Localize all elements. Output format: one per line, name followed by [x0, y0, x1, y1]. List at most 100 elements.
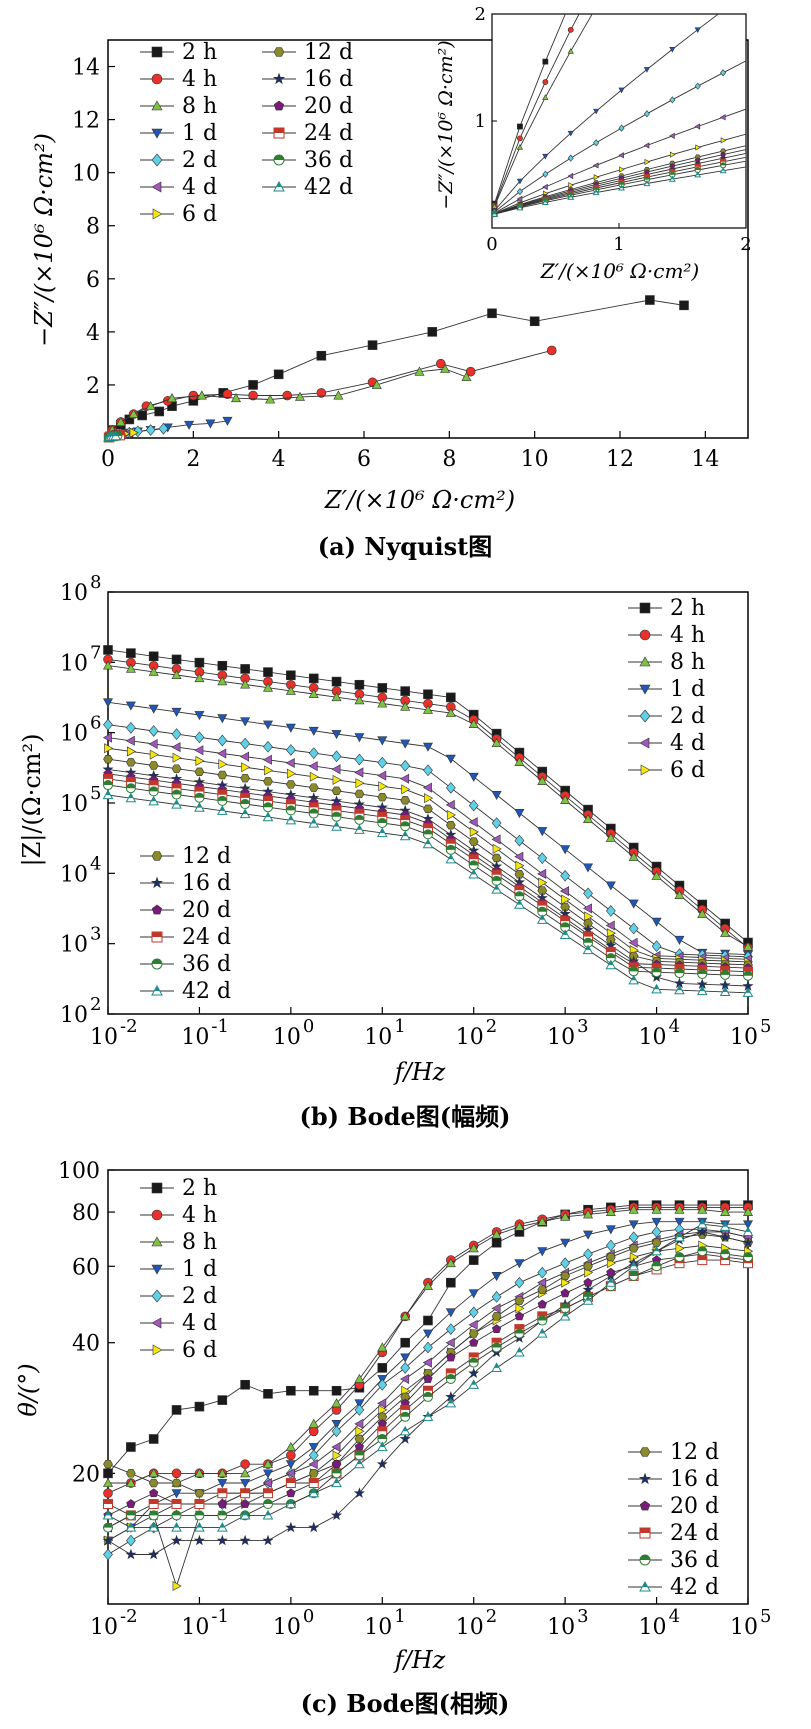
bode-phase-legend-label-8-h: 8 h — [182, 1230, 217, 1255]
bode-magnitude-point-42-d-18 — [514, 899, 525, 909]
bode-phase-point-4-d-19 — [537, 1277, 547, 1288]
bode-magnitude-point-2-h-9 — [308, 673, 319, 684]
bode-magnitude-point-36-d-26 — [697, 968, 708, 979]
bode-magnitude-point-42-d-12 — [376, 827, 388, 838]
bode-phase-point-20-d-10 — [331, 1459, 342, 1469]
nyquist-inset-point-6-d-6 — [644, 158, 651, 166]
nyquist-inset-point-6-d-9 — [720, 137, 727, 144]
bode-phase-point-42-d-6 — [239, 1509, 251, 1520]
bode-magnitude-point-6-d-9 — [309, 771, 319, 782]
nyquist-point-4-h-6 — [222, 389, 233, 400]
nyquist-inset-point-1-d-6 — [643, 67, 651, 73]
bode-magnitude-point-1-d-12 — [377, 736, 388, 746]
nyquist-inset-ytick-label-0: 1 — [475, 111, 486, 132]
bode-phase-point-4-h-3 — [171, 1468, 182, 1479]
bode-phase-ytick-label-0: 20 — [72, 1462, 100, 1487]
bode-phase-legend-marker-16-d — [638, 1472, 652, 1485]
bode-magnitude-ytick-label-0: 10 — [60, 1003, 88, 1028]
bode-phase-xtick-exponent-5: 3 — [577, 1606, 588, 1627]
bode-phase-point-2-d-0 — [103, 1548, 113, 1561]
nyquist-xtick-label-7: 14 — [691, 447, 719, 472]
nyquist-xtick-label-5: 10 — [521, 447, 549, 472]
nyquist-inset-point-2-d-1 — [516, 187, 523, 196]
nyquist-inset-point-1-d-2 — [542, 153, 549, 160]
bode-magnitude-point-4-d-14 — [422, 782, 432, 793]
bode-phase-point-24-d-6 — [240, 1488, 251, 1499]
bode-phase-point-16-d-12 — [376, 1458, 388, 1469]
bode-magnitude-point-2-d-18 — [514, 834, 525, 847]
bode-magnitude-point-2-h-3 — [171, 654, 182, 665]
bode-magnitude-point-42-d-14 — [422, 838, 434, 849]
bode-magnitude-point-4-d-8 — [285, 757, 295, 768]
nyquist-inset-point-2-h-2 — [542, 58, 549, 65]
nyquist-ytick-label-1: 4 — [86, 321, 100, 346]
bode-phase-point-2-d-1 — [126, 1534, 136, 1547]
nyquist-inset-point-8-h-3 — [567, 48, 574, 54]
bode-phase-point-36-d-16 — [468, 1357, 479, 1368]
nyquist-inset-point-6-d-10 — [746, 131, 751, 136]
bode-phase-point-42-d-18 — [514, 1346, 525, 1357]
bode-magnitude-point-6-d-5 — [218, 759, 228, 770]
bode-phase-point-42-d-23 — [628, 1260, 640, 1271]
bode-phase-point-2-d-20 — [560, 1257, 571, 1270]
bode-magnitude-point-8-h-17 — [491, 738, 502, 748]
bode-magnitude-point-36-d-14 — [422, 829, 433, 840]
bode-magnitude-point-2-d-20 — [560, 869, 571, 882]
bode-magnitude-point-12-d-7 — [263, 777, 273, 786]
bode-magnitude-point-1-d-6 — [240, 717, 251, 727]
bode-magnitude-point-8-h-9 — [308, 688, 319, 698]
bode-magnitude-point-12-d-9 — [308, 783, 319, 792]
bode-phase-xtick-exponent-3: 1 — [394, 1606, 405, 1627]
nyquist-inset-ylabel: −Z″/(×10⁶ Ω·cm²) — [435, 40, 457, 209]
bode-phase-point-42-d-24 — [651, 1245, 662, 1256]
bode-phase-point-16-d-3 — [170, 1534, 183, 1546]
bode-magnitude-point-42-d-8 — [285, 814, 297, 825]
nyquist-inset-point-6-d-7 — [669, 151, 676, 158]
bode-phase-legend-label-16-d: 16 d — [670, 1467, 719, 1492]
bode-magnitude-point-6-d-1 — [126, 746, 137, 757]
bode-magnitude-point-8-h-14 — [422, 704, 433, 714]
nyquist-inset-point-4-d-6 — [643, 142, 650, 149]
nyquist-inset-xtick-label-1: 1 — [613, 234, 624, 255]
bode-magnitude-point-8-h-18 — [514, 756, 525, 766]
bode-phase-point-2-d-14 — [423, 1341, 433, 1354]
nyquist-point-8-h-2 — [128, 409, 139, 419]
nyquist-point-2-h-9 — [273, 369, 284, 380]
nyquist-point-2-h-12 — [427, 327, 438, 337]
bode-magnitude-xtick-exponent-3: 1 — [394, 1016, 405, 1037]
nyquist-legend-marker-16-d — [272, 72, 286, 85]
bode-magnitude-point-6-d-22 — [606, 928, 616, 939]
bode-phase-point-42-d-17 — [491, 1362, 502, 1372]
bode-phase-plot-frame — [107, 1169, 749, 1605]
nyquist-point-2-h-13 — [487, 308, 497, 319]
bode-phase-point-36-d-13 — [400, 1411, 411, 1422]
nyquist-inset-point-2-d-4 — [593, 139, 600, 147]
bode-phase-point-8-h-0 — [102, 1477, 114, 1487]
bode-phase-point-4-d-12 — [377, 1398, 387, 1409]
nyquist-inset-point-2-d-6 — [643, 110, 650, 118]
bode-phase-xtick-exponent-0: -2 — [120, 1606, 138, 1627]
bode-phase-point-6-d-20 — [561, 1277, 571, 1288]
bode-magnitude-point-42-d-7 — [262, 811, 274, 822]
bode-magnitude-point-4-d-23 — [628, 937, 638, 948]
nyquist-point-6-d-5 — [129, 427, 139, 438]
bode-phase-point-24-d-5 — [217, 1488, 228, 1499]
nyquist-legend-marker-20-d — [273, 100, 285, 111]
bode-magnitude-xtick-label-7: 10 — [730, 1025, 758, 1050]
bode-magnitude-xtick-exponent-5: 3 — [577, 1016, 588, 1037]
bode-phase-ytick-label-4: 100 — [58, 1159, 100, 1184]
bode-phase-point-12-d-22 — [605, 1252, 616, 1262]
bode-magnitude-legend-marker-20-d — [151, 904, 163, 915]
nyquist-inset-point-36-d-6 — [643, 176, 651, 183]
nyquist-legend-marker-12-d — [273, 47, 285, 57]
bode-phase-point-12-d-24 — [651, 1238, 662, 1247]
bode-phase-point-4-d-17 — [491, 1303, 501, 1314]
bode-magnitude-point-6-d-3 — [172, 752, 182, 763]
bode-phase-point-1-d-21 — [583, 1230, 594, 1240]
nyquist-caption: (a) Nyquist图 — [318, 532, 492, 561]
nyquist-xtick-label-1: 2 — [186, 447, 200, 472]
bode-magnitude-xtick-label-4: 10 — [456, 1025, 484, 1050]
bode-phase-point-4-d-13 — [400, 1373, 410, 1384]
bode-phase-legend: 2 h4 h8 h1 d2 d4 d6 d 12 d16 d20 d24 d36 … — [140, 1176, 719, 1600]
bode-magnitude-legend-marker-8-h — [639, 656, 651, 667]
